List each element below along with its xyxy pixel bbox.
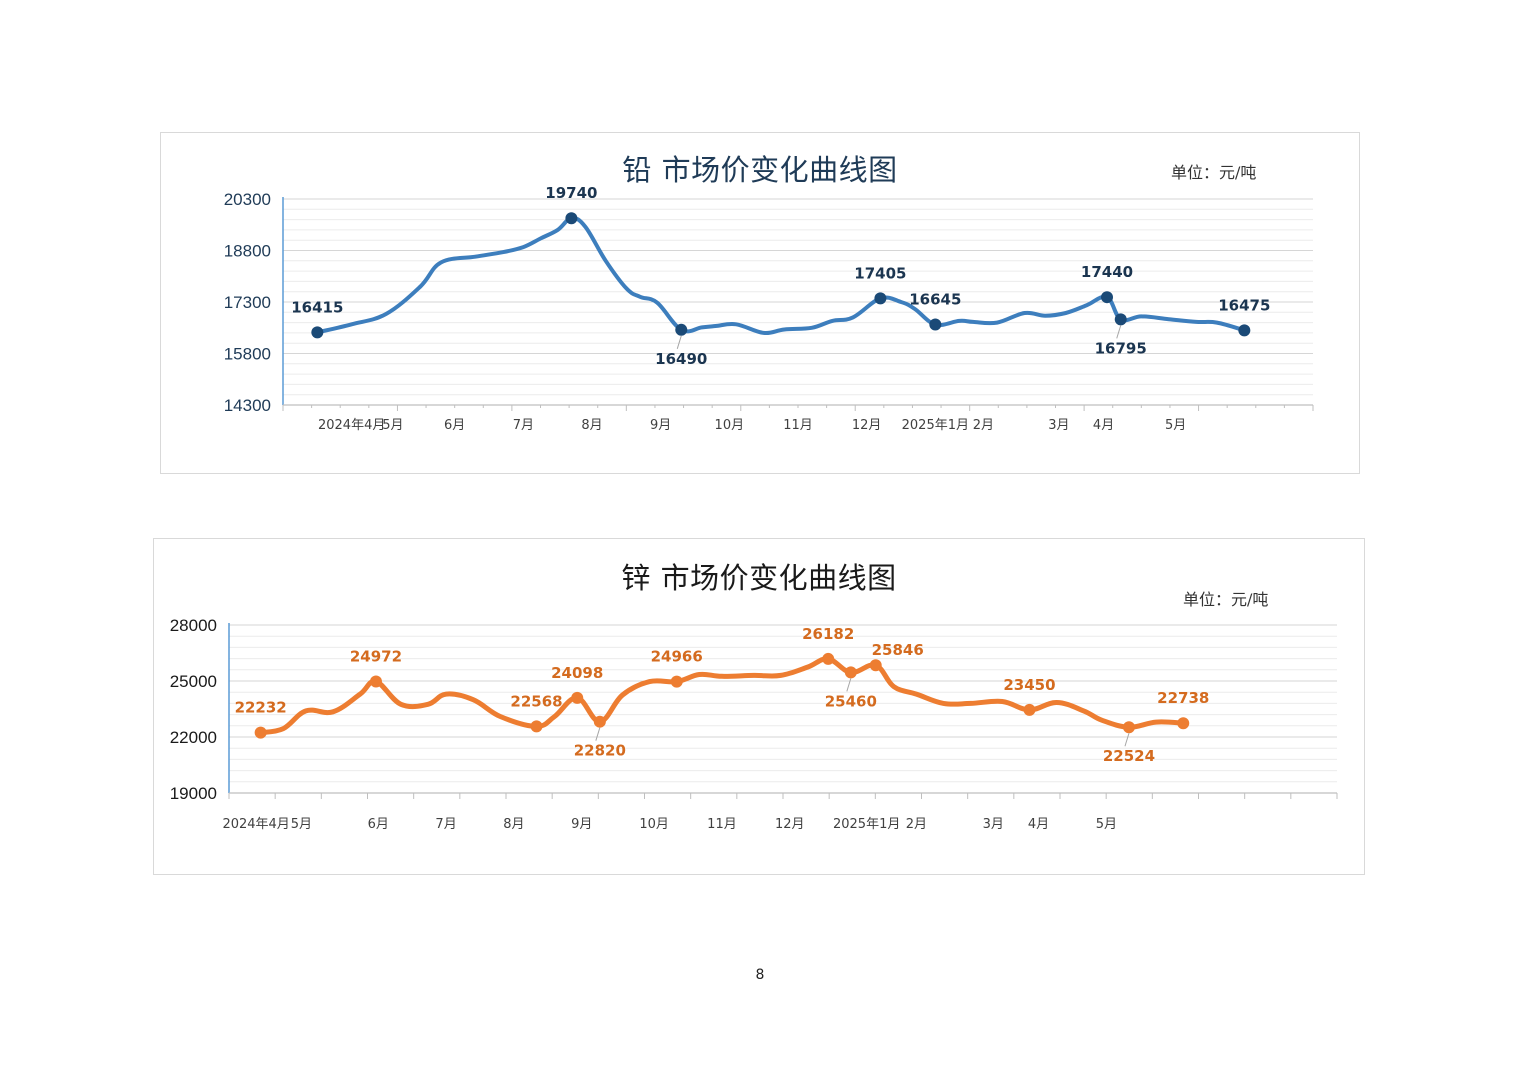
data-label: 16795 bbox=[1095, 339, 1147, 357]
leader-line bbox=[595, 727, 601, 741]
series-line bbox=[315, 216, 1247, 336]
x-tick-label: 2月 bbox=[973, 418, 994, 433]
chart-title: 锌 市场价变化曲线图 bbox=[621, 561, 897, 595]
zinc-price-chart: 锌 市场价变化曲线图 单位：元/吨 28000 25000 22000 19000 20… bbox=[153, 538, 1365, 875]
data-point bbox=[311, 326, 324, 339]
data-point bbox=[1114, 313, 1127, 326]
y-tick-label: 28000 bbox=[170, 616, 217, 635]
y-tick-label: 20300 bbox=[224, 190, 271, 209]
x-tick-label: 3月 bbox=[1048, 418, 1069, 433]
x-tick-label: 7月 bbox=[435, 817, 456, 832]
data-label: 16645 bbox=[909, 290, 961, 308]
x-tick-label: 4月 bbox=[1093, 418, 1114, 433]
x-tick-label: 2024年4月 bbox=[222, 817, 289, 832]
data-label: 16475 bbox=[1218, 296, 1270, 314]
x-tick-label: 6月 bbox=[368, 817, 389, 832]
x-tick-label: 8月 bbox=[581, 418, 602, 433]
unit-label: 单位：元/吨 bbox=[1183, 590, 1269, 609]
data-label: 22232 bbox=[235, 699, 287, 717]
leader-line bbox=[1124, 733, 1130, 747]
x-tick-label: 12月 bbox=[775, 817, 805, 832]
data-point bbox=[869, 659, 882, 672]
x-tick-label: 2025年1月 bbox=[833, 817, 900, 832]
data-label: 24966 bbox=[651, 648, 703, 666]
data-point bbox=[1023, 703, 1036, 716]
data-point bbox=[675, 323, 688, 336]
data-point bbox=[670, 675, 683, 688]
chart-title: 铅 市场价变化曲线图 bbox=[622, 153, 898, 187]
leader-line bbox=[846, 678, 852, 692]
x-tick-label: 10月 bbox=[715, 418, 745, 433]
leader-line bbox=[1116, 325, 1122, 339]
data-label: 19740 bbox=[545, 184, 597, 202]
data-point bbox=[929, 318, 942, 331]
data-label: 25460 bbox=[825, 692, 877, 710]
x-tick-label: 12月 bbox=[852, 418, 882, 433]
data-point bbox=[571, 691, 584, 704]
data-label: 22738 bbox=[1157, 689, 1209, 707]
x-tick-label: 2024年4月 bbox=[318, 418, 385, 433]
y-tick-label: 18800 bbox=[224, 242, 271, 261]
data-label: 17405 bbox=[854, 264, 906, 282]
x-tick-label: 5月 bbox=[291, 817, 312, 832]
data-point bbox=[874, 292, 887, 305]
y-tick-label: 17300 bbox=[224, 293, 271, 312]
x-tick-label: 7月 bbox=[513, 418, 534, 433]
data-label: 26182 bbox=[802, 625, 854, 643]
data-point bbox=[565, 212, 578, 225]
x-tick-label: 9月 bbox=[650, 418, 671, 433]
data-label: 16490 bbox=[655, 350, 707, 368]
unit-label: 单位：元/吨 bbox=[1171, 163, 1257, 182]
data-label: 22568 bbox=[510, 692, 562, 710]
data-label: 23450 bbox=[1003, 676, 1055, 694]
x-tick-label: 2月 bbox=[906, 817, 927, 832]
x-tick-label: 2025年1月 bbox=[902, 418, 969, 433]
data-point bbox=[530, 720, 543, 733]
y-tick-label: 22000 bbox=[170, 728, 217, 747]
data-point bbox=[1177, 717, 1190, 730]
data-point bbox=[1101, 291, 1113, 304]
data-label: 17440 bbox=[1081, 263, 1133, 281]
data-label: 22820 bbox=[574, 742, 626, 760]
data-point bbox=[254, 726, 267, 739]
data-label: 16415 bbox=[291, 298, 343, 316]
data-point bbox=[1122, 721, 1135, 734]
data-point bbox=[844, 666, 857, 679]
y-tick-label: 19000 bbox=[170, 784, 217, 803]
lead-price-chart: 铅 市场价变化曲线图 单位：元/吨 20300 18800 17300 15800 14… bbox=[160, 132, 1360, 474]
y-tick-label: 15800 bbox=[224, 345, 271, 364]
data-label: 22524 bbox=[1103, 747, 1155, 765]
y-tick-label: 14300 bbox=[224, 396, 271, 415]
y-tick-label: 25000 bbox=[170, 672, 217, 691]
x-tick-label: 5月 bbox=[1096, 817, 1117, 832]
x-tick-label: 11月 bbox=[783, 418, 813, 433]
x-tick-label: 9月 bbox=[571, 817, 592, 832]
data-label: 24098 bbox=[551, 664, 603, 682]
x-tick-label: 3月 bbox=[983, 817, 1004, 832]
x-tick-label: 4月 bbox=[1028, 817, 1049, 832]
data-point bbox=[593, 715, 606, 728]
x-tick-label: 8月 bbox=[503, 817, 524, 832]
page-number: 8 bbox=[755, 967, 765, 983]
x-tick-label: 5月 bbox=[382, 418, 403, 433]
data-point bbox=[822, 652, 835, 665]
x-tick-label: 11月 bbox=[707, 817, 737, 832]
leader-line bbox=[676, 335, 682, 349]
data-point bbox=[1238, 324, 1251, 337]
x-tick-label: 10月 bbox=[639, 817, 669, 832]
x-tick-label: 6月 bbox=[444, 418, 465, 433]
data-label: 25846 bbox=[872, 641, 924, 659]
data-point bbox=[369, 675, 382, 688]
x-tick-label: 5月 bbox=[1165, 418, 1186, 433]
data-label: 24972 bbox=[350, 648, 402, 666]
